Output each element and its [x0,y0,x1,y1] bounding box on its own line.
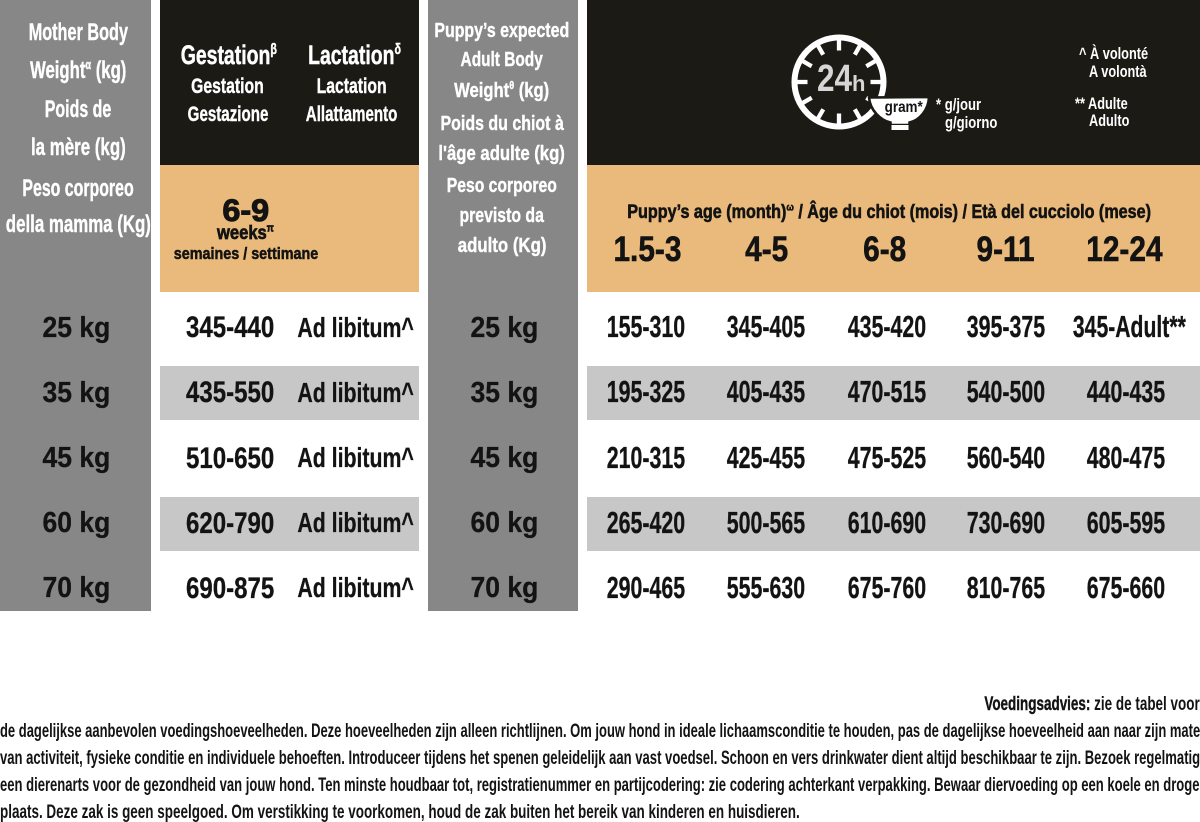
svg-text:24: 24 [817,57,853,99]
svg-text:h: h [852,71,865,96]
